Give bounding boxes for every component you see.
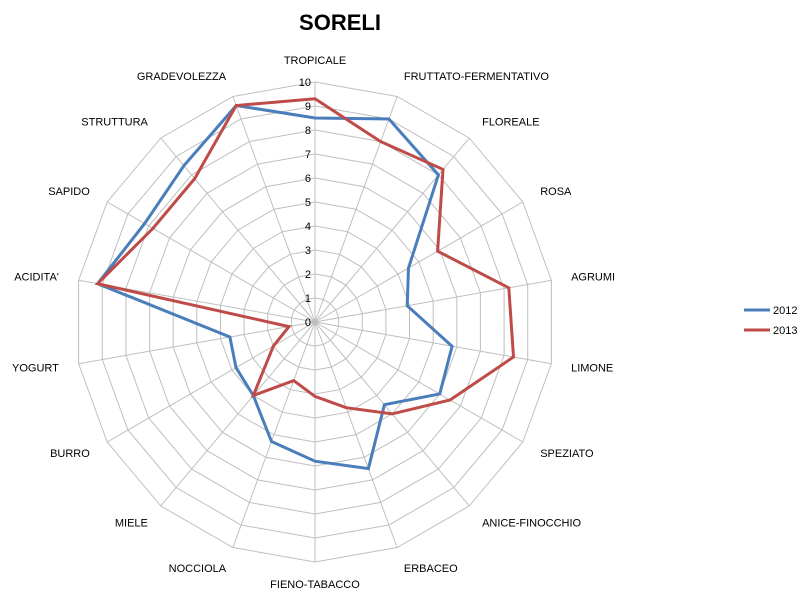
category-label-17: GRADEVOLEZZA [137,71,227,83]
category-label-8: ERBACEO [404,563,458,575]
tick-label-0: 0 [305,317,311,329]
chart-title: SORELI [299,10,381,35]
category-label-11: MIELE [115,518,148,530]
spoke-8 [314,321,398,548]
spoke-6 [314,321,524,443]
category-labels: TROPICALE FRUTTATO-FERMENTATIVO FLOREALE RO… [12,55,615,591]
category-label-3: ROSA [540,186,572,198]
spoke-13 [78,321,316,365]
category-label-14: ACIDITA' [14,272,59,284]
category-label-16: STRUTTURA [81,116,148,128]
tick-label-2: 2 [305,269,311,281]
category-label-12: BURRO [50,448,90,460]
spoke-16 [160,137,316,323]
category-label-10: NOCCIOLA [169,563,227,575]
tick-label-10: 10 [299,77,311,89]
tick-label-7: 7 [305,149,311,161]
tick-label-4: 4 [305,221,311,233]
tick-label-6: 6 [305,173,311,185]
legend: 2012 2013 [744,305,797,337]
category-label-9: FIENO-TABACCO [270,579,360,591]
tick-label-8: 8 [305,125,311,137]
category-label-1: FRUTTATO-FERMENTATIVO [404,71,549,83]
legend-label-2013: 2013 [773,325,797,337]
category-label-5: LIMONE [571,363,613,375]
category-label-0: TROPICALE [284,55,346,67]
category-label-7: ANICE-FINOCCHIO [482,518,581,530]
category-label-15: SAPIDO [48,186,90,198]
spoke-10 [232,321,316,548]
category-label-4: AGRUMI [571,272,615,284]
tick-label-1: 1 [305,293,311,305]
category-label-2: FLOREALE [482,116,539,128]
spoke-4 [314,279,552,323]
tick-label-5: 5 [305,197,311,209]
tick-label-9: 9 [305,101,311,113]
spoke-11 [160,321,316,507]
spoke-3 [314,201,524,323]
category-label-13: YOGURT [12,363,59,375]
series-line-2013 [94,97,516,416]
radial-tick-labels: 0 1 2 3 4 5 6 7 8 9 10 [299,77,311,329]
spoke-17 [232,96,316,323]
radar-grid [78,81,552,563]
legend-label-2012: 2012 [773,305,797,317]
spoke-1 [314,96,398,323]
tick-label-3: 3 [305,245,311,257]
spoke-12 [106,321,316,443]
data-series [94,97,516,471]
spoke-15 [106,201,316,323]
category-label-6: SPEZIATO [540,448,594,460]
series-line-2012 [95,103,454,471]
